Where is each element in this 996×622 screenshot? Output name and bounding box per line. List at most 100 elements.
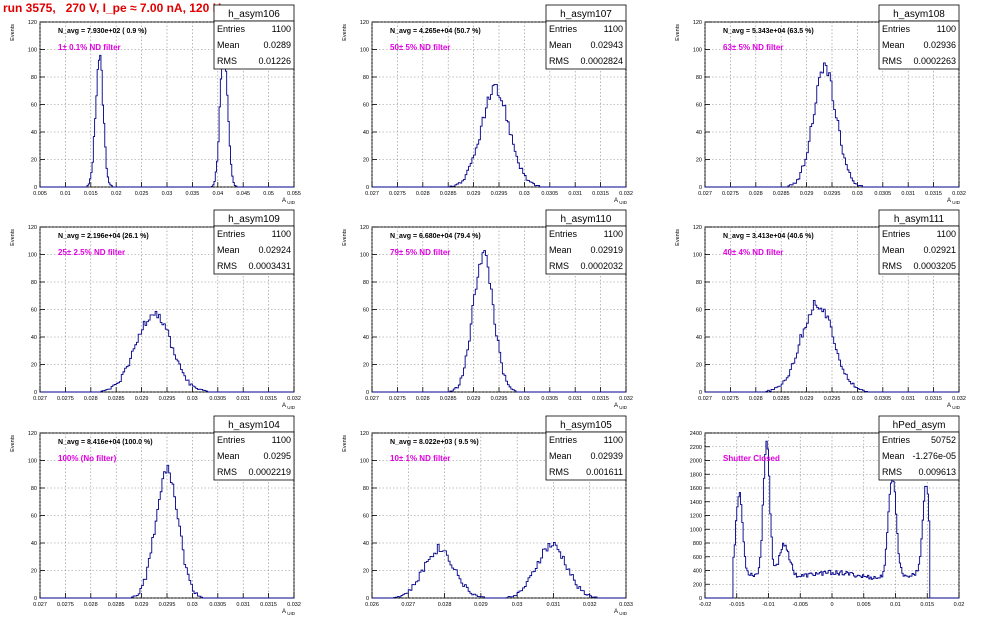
y-tick-label: 80 bbox=[363, 280, 369, 286]
stats-key: Mean bbox=[217, 245, 240, 255]
stats-key: Mean bbox=[882, 245, 905, 255]
y-tick-label: 0 bbox=[366, 596, 369, 602]
filter-label: 10± 1% ND filter bbox=[390, 454, 450, 463]
x-tick-label: 0.0305 bbox=[874, 396, 891, 402]
y-tick-label: 60 bbox=[31, 103, 37, 109]
x-tick-label: 0.032 bbox=[619, 191, 633, 197]
x-tick-label: 0.0315 bbox=[592, 396, 609, 402]
stats-title: h_asym111 bbox=[894, 214, 945, 225]
y-tick-label: 120 bbox=[693, 20, 702, 26]
x-tick-label: 0.03 bbox=[852, 191, 863, 197]
y-tick-label: 100 bbox=[28, 253, 37, 259]
stats-box bbox=[545, 225, 627, 275]
x-tick-label: 0.0295 bbox=[491, 396, 508, 402]
x-tick-label: 0.0305 bbox=[541, 191, 558, 197]
y-tick-label: 120 bbox=[28, 225, 37, 231]
x-tick-label: 0.0305 bbox=[874, 191, 891, 197]
y-tick-label: 40 bbox=[31, 335, 37, 341]
x-axis-label: A UID bbox=[282, 609, 296, 616]
y-tick-label: 80 bbox=[31, 280, 37, 286]
stats-key: Entries bbox=[549, 229, 578, 239]
x-tick-label: 0.0305 bbox=[209, 396, 226, 402]
filter-label: 50± 5% ND filter bbox=[390, 43, 450, 52]
x-tick-label: 0.02 bbox=[111, 191, 122, 197]
y-axis-label: Events bbox=[10, 24, 16, 41]
y-tick-label: 60 bbox=[363, 308, 369, 314]
y-axis-label: Events bbox=[10, 229, 16, 246]
y-tick-label: 100 bbox=[693, 253, 702, 259]
stats-key: Entries bbox=[882, 435, 911, 445]
stats-title: h_asym108 bbox=[893, 9, 945, 20]
x-axis-label: A UID bbox=[947, 403, 961, 410]
x-tick-label: 0.032 bbox=[287, 602, 301, 608]
filter-label: 100% (No filter) bbox=[58, 454, 117, 463]
x-tick-label: 0 bbox=[830, 602, 833, 608]
x-tick-label: 0.031 bbox=[901, 191, 915, 197]
navg-label: N_avg = 2.196e+04 (26.1 %) bbox=[58, 233, 149, 240]
y-tick-label: 60 bbox=[31, 308, 37, 314]
histogram-line bbox=[372, 541, 626, 599]
x-tick-label: -0.005 bbox=[792, 602, 808, 608]
x-tick-label: 0.031 bbox=[901, 396, 915, 402]
x-tick-label: 0.029 bbox=[467, 191, 481, 197]
stats-key: Entries bbox=[882, 24, 911, 34]
x-tick-label: 0.0285 bbox=[440, 191, 457, 197]
x-tick-label: 0.031 bbox=[236, 602, 250, 608]
y-tick-label: 120 bbox=[360, 225, 369, 231]
x-tick-label: 0.028 bbox=[416, 396, 430, 402]
x-tick-label: 0.027 bbox=[33, 396, 47, 402]
y-tick-label: 2200 bbox=[690, 445, 702, 451]
stats-value: 0.0003205 bbox=[913, 261, 956, 271]
y-tick-label: 20 bbox=[696, 363, 702, 369]
x-tick-label: 0.03 bbox=[187, 396, 198, 402]
x-tick-label: 0.0315 bbox=[592, 191, 609, 197]
x-axis-label: A UID bbox=[614, 403, 628, 410]
y-tick-label: 0 bbox=[699, 185, 702, 191]
stats-value: 50752 bbox=[931, 435, 956, 445]
x-tick-label: 0.032 bbox=[952, 191, 966, 197]
stats-value: 0.009613 bbox=[918, 467, 956, 477]
stats-key: RMS bbox=[217, 56, 237, 66]
navg-label: N_avg = 4.265e+04 (50.7 %) bbox=[390, 28, 481, 35]
stats-key: Mean bbox=[549, 451, 572, 461]
y-tick-label: 100 bbox=[693, 48, 702, 54]
x-tick-label: 0.0315 bbox=[260, 396, 277, 402]
y-tick-label: 100 bbox=[28, 48, 37, 54]
x-tick-label: 0.0295 bbox=[159, 602, 176, 608]
y-tick-label: 1400 bbox=[690, 500, 702, 506]
x-tick-label: -0.015 bbox=[729, 602, 745, 608]
stats-value: 0.02924 bbox=[258, 245, 291, 255]
x-tick-label: 0.03 bbox=[519, 396, 530, 402]
x-tick-label: 0.0285 bbox=[108, 602, 125, 608]
histogram-panel-h_asym111: 0.027 0.0275 0.028 0.0285 0.029 0.0295 0.03 0.0… bbox=[675, 209, 966, 410]
x-axis-label: A UID bbox=[614, 609, 628, 616]
histogram-line bbox=[705, 440, 959, 599]
stats-key: RMS bbox=[882, 56, 902, 66]
stats-key: RMS bbox=[549, 467, 569, 477]
filter-label: 40± 4% ND filter bbox=[723, 248, 783, 257]
x-tick-label: 0.031 bbox=[547, 602, 561, 608]
x-tick-label: 0.0295 bbox=[824, 396, 841, 402]
x-tick-label: 0.027 bbox=[365, 396, 379, 402]
stats-key: RMS bbox=[549, 261, 569, 271]
y-axis-label: Events bbox=[10, 435, 16, 452]
navg-label: N_avg = 8.022e+03 ( 9.5 %) bbox=[390, 439, 479, 446]
x-axis-label: A UID bbox=[282, 403, 296, 410]
x-axis-label: A UID bbox=[947, 198, 961, 205]
x-tick-label: 0.028 bbox=[749, 191, 763, 197]
stats-value: 0.0295 bbox=[263, 451, 291, 461]
x-tick-label: 0.0305 bbox=[541, 396, 558, 402]
x-tick-label: 0.0275 bbox=[722, 191, 739, 197]
stats-key: Entries bbox=[882, 229, 911, 239]
x-axis-label: A UID bbox=[614, 198, 628, 205]
x-tick-label: 0.03 bbox=[519, 191, 530, 197]
y-tick-label: 40 bbox=[363, 130, 369, 136]
y-tick-label: 60 bbox=[696, 103, 702, 109]
filter-label: 25± 2.5% ND filter bbox=[58, 248, 125, 257]
x-tick-label: 0.028 bbox=[749, 396, 763, 402]
stats-value: 0.0289 bbox=[263, 40, 291, 50]
x-tick-label: 0.033 bbox=[619, 602, 633, 608]
x-tick-label: 0.03 bbox=[512, 602, 523, 608]
x-tick-label: 0.015 bbox=[920, 602, 934, 608]
histogram-panel-h_asym107: 0.027 0.0275 0.028 0.0285 0.029 0.0295 0.03 0.0… bbox=[342, 4, 633, 205]
